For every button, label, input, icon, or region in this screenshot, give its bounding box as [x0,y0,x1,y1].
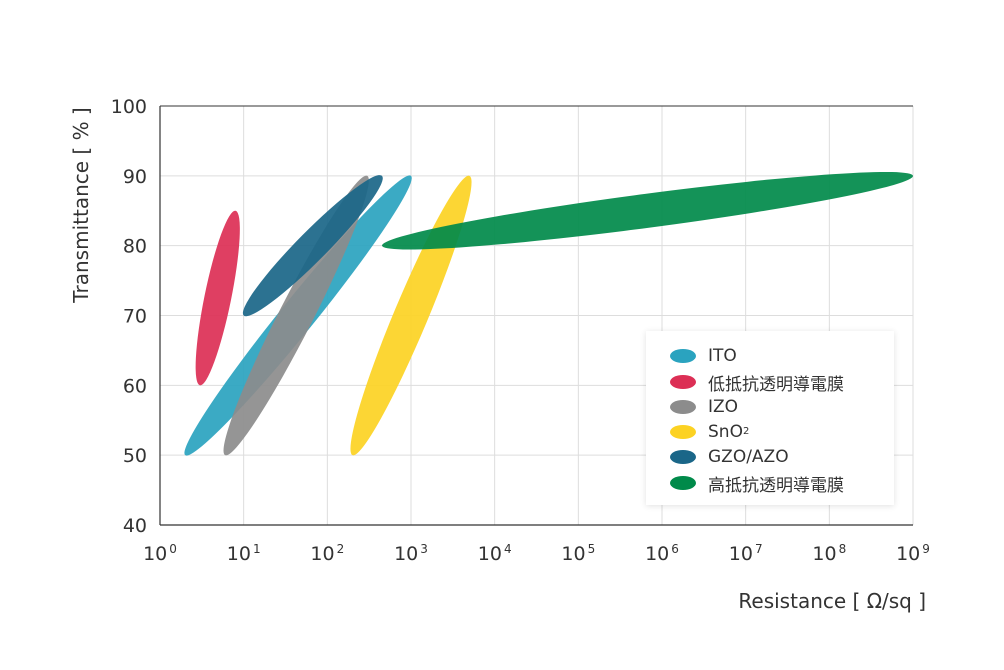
region-series-1 [195,210,240,386]
region-gzo-azo [242,175,383,317]
y-tick-label: 100 [111,96,147,118]
legend-swatch-sno2 [670,425,696,439]
legend-label-high-resistance: 高抵抗透明導電膜 [708,475,844,496]
x-tick-label: 10 6 [645,542,679,565]
x-tick-label: 10 2 [310,542,344,565]
tick-labels: 40 50 60 70 80 90 100 10 0 10 1 10 2 10 3 10 4 10 5 10 6 10 7 1… [111,96,930,565]
x-tick-label: 10 0 [143,542,177,565]
legend-label-sno2: SnO2 [708,422,749,442]
legend-item-low-resistance: 低抵抗透明導電膜 [646,369,844,395]
legend-label-sno2-base: SnO [708,422,743,442]
legend-item-izo: IZO [646,394,738,420]
data-regions [184,171,914,456]
y-tick-label: 90 [123,166,147,188]
legend-item-ito: ITO [646,343,737,369]
legend-item-high-resistance: 高抵抗透明導電膜 [646,470,844,496]
y-tick-label: 60 [123,375,147,397]
x-tick-label: 10 8 [812,542,846,565]
x-tick-label: 10 9 [896,542,930,565]
x-tick-label: 10 5 [561,542,595,565]
legend-label-gzo-azo: GZO/AZO [708,447,789,467]
axes [159,105,913,526]
legend-swatch-gzo-azo [670,450,696,464]
legend-swatch-high-resistance [670,476,696,490]
region-series-5 [381,171,914,250]
x-tick-label: 10 4 [478,542,512,565]
y-tick-label: 50 [123,445,147,467]
legend-label-ito: ITO [708,346,737,366]
x-tick-label: 10 3 [394,542,428,565]
legend-swatch-izo [670,400,696,414]
legend-item-gzo-azo: GZO/AZO [646,444,789,470]
y-tick-label: 40 [123,515,147,537]
y-axis-title: Transmittance [ % ] [69,107,93,304]
legend-swatch-ito [670,349,696,363]
x-tick-label: 10 7 [729,542,763,565]
legend-label-sno2-subscript: 2 [742,426,750,437]
x-axis-title: Resistance [ Ω/sq ] [738,589,926,613]
y-tick-label: 80 [123,236,147,258]
x-tick-label: 10 1 [227,542,261,565]
legend-swatch-low-resistance [670,375,696,389]
legend-label-low-resistance: 低抵抗透明導電膜 [708,374,844,395]
legend-item-sno2: SnO2 [646,419,749,445]
legend: ITO 低抵抗透明導電膜 IZO SnO2 GZO/AZO 高抵抗透明導電膜 [646,331,894,505]
y-tick-label: 70 [123,306,147,328]
legend-label-izo: IZO [708,397,739,417]
